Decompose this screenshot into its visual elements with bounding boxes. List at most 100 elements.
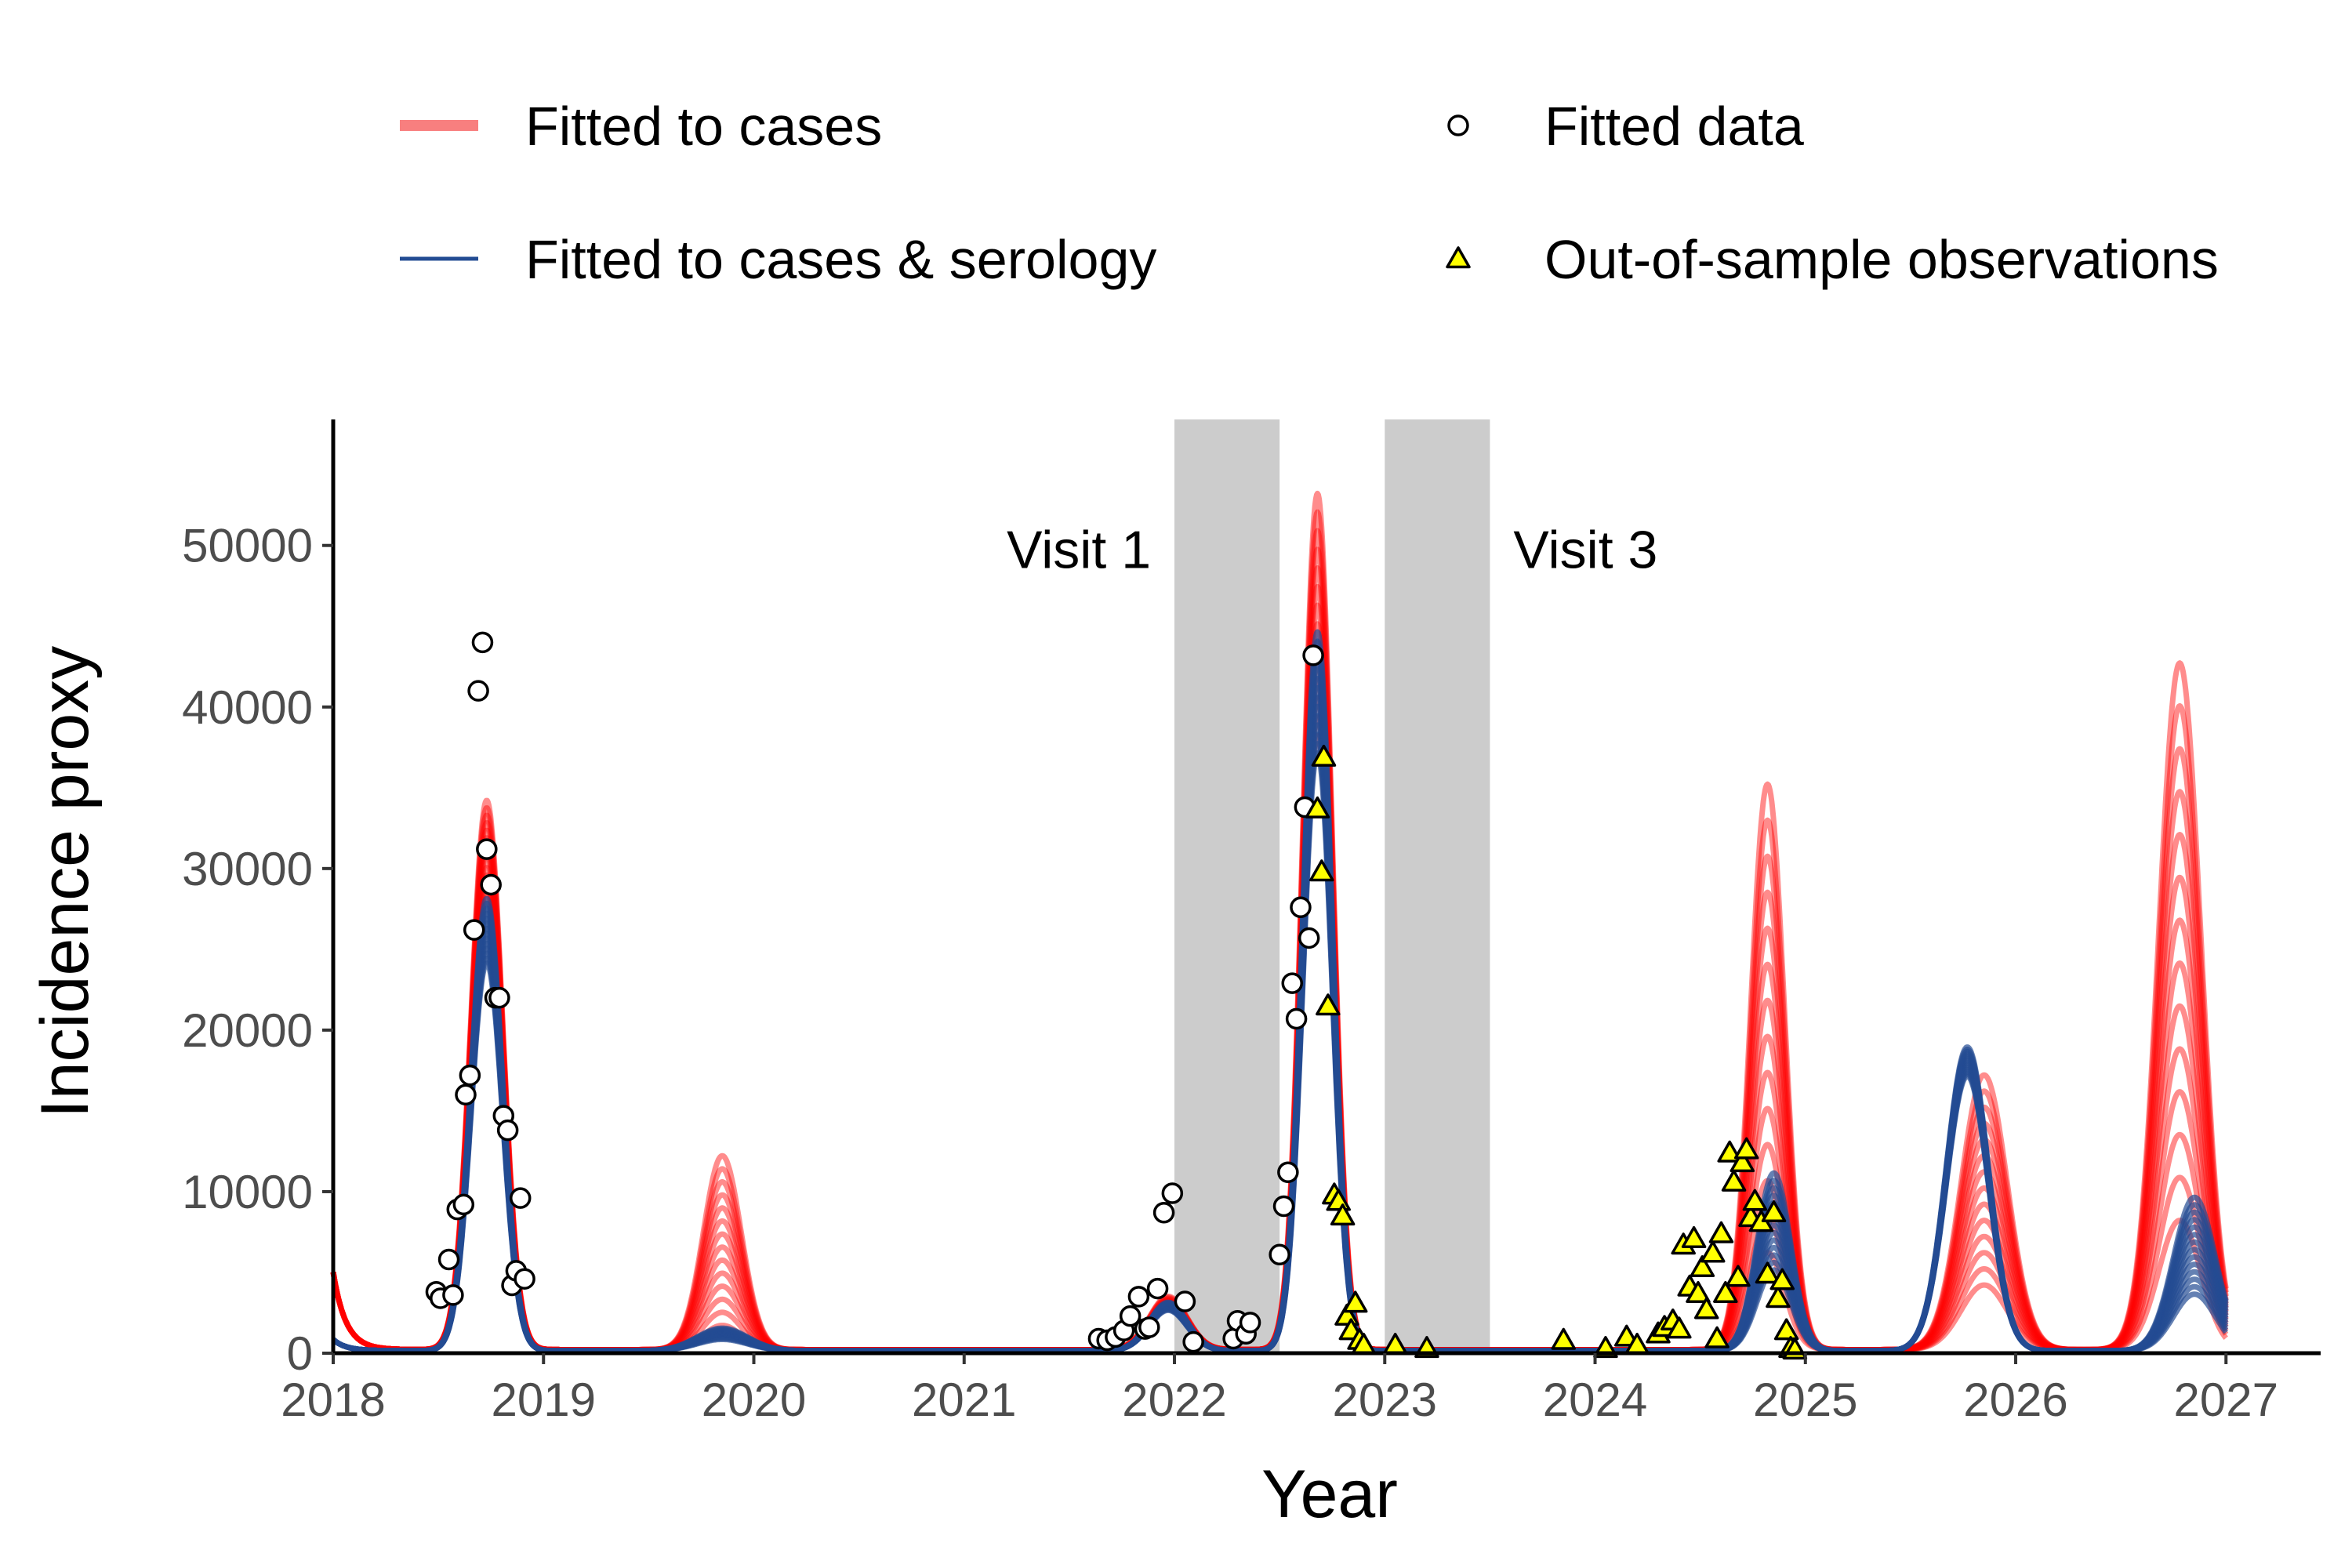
x-tick-label-2026: 2026 <box>1963 1374 2067 1426</box>
fitted-data-point-15 <box>488 986 510 1009</box>
legend-item-4: Out-of-sample observations <box>1446 229 2219 290</box>
out-of-sample-point-10 <box>1342 1290 1368 1313</box>
x-tick-label-2021: 2021 <box>912 1374 1016 1426</box>
out-of-sample-point-32 <box>1713 1281 1738 1304</box>
legend-swatch-fitted-data <box>1447 114 1469 136</box>
axes: 2018 2019 2020 2021 2022 2023 2024 2025 2026 2027… <box>182 419 2321 1426</box>
x-tick-label-2020: 2020 <box>702 1374 806 1426</box>
visit-region-1 <box>1174 419 1280 1353</box>
fitted-data-point-17 <box>496 1119 519 1142</box>
out-of-sample-point-36 <box>1730 1150 1755 1173</box>
fitted-data-point-26 <box>1119 1305 1142 1327</box>
cases-fit-line-8 <box>330 602 2229 1352</box>
out-of-sample-point-28 <box>1693 1297 1719 1319</box>
out-of-sample-point-22 <box>1667 1316 1692 1339</box>
out-of-sample-point-2 <box>1309 859 1334 882</box>
fitted-data-point-29 <box>1138 1316 1160 1338</box>
legend-label-1: Fitted to cases <box>525 96 882 157</box>
visit-shading: Visit 1 Visit 3 <box>1007 419 1657 1353</box>
out-of-sample-point-30 <box>1704 1326 1730 1348</box>
cases-fit-line-7 <box>330 621 2229 1352</box>
out-of-sample-point-25 <box>1681 1225 1707 1248</box>
out-of-sample-point-31 <box>1708 1221 1734 1243</box>
x-axis-title: Year <box>1261 1457 1398 1532</box>
legend: Fitted to cases Fitted to cases & serolog… <box>400 96 2219 290</box>
fitted-data-point-13 <box>480 873 502 896</box>
fitted-data-point-27 <box>1127 1286 1150 1308</box>
y-tick-label-0: 0 <box>287 1327 313 1380</box>
out-of-sample-point-43 <box>1766 1286 1791 1308</box>
cases-fit-line-6 <box>330 640 2229 1352</box>
fitted-data-point-39 <box>1269 1243 1290 1266</box>
out-of-sample-point-4 <box>1316 993 1341 1016</box>
fitted-data-point-41 <box>1277 1161 1299 1183</box>
out-of-sample-point-1 <box>1305 796 1330 818</box>
serology-fit-line-14 <box>331 629 2229 1354</box>
fitted-data-point-34 <box>1182 1330 1204 1353</box>
legend-label-4: Out-of-sample observations <box>1544 229 2219 290</box>
fitted-data-point-46 <box>1298 927 1320 949</box>
x-tick-label-2019: 2019 <box>492 1374 596 1426</box>
out-of-sample-point-29 <box>1700 1240 1726 1263</box>
y-tick-label-40000: 40000 <box>182 681 313 734</box>
fitted-data-point-43 <box>1285 1007 1308 1030</box>
x-tick-label-2018: 2018 <box>281 1374 385 1426</box>
fitted-data-point-32 <box>1161 1182 1184 1204</box>
x-tick-label-2027: 2027 <box>2174 1374 2278 1426</box>
fitted-data-point-9 <box>463 919 485 941</box>
legend-item-2: Fitted to cases & serology <box>400 229 1156 290</box>
fitted-data-point-30 <box>1146 1277 1169 1300</box>
y-tick-label-20000: 20000 <box>182 1004 313 1057</box>
out-of-sample-point-15 <box>1551 1327 1577 1350</box>
fitted-data-point-31 <box>1152 1201 1175 1224</box>
fitted-data-point-47 <box>1302 644 1324 666</box>
out-of-sample-point-44 <box>1769 1268 1795 1290</box>
y-tick-label-30000: 30000 <box>182 843 313 895</box>
observation-points <box>425 631 1808 1360</box>
out-of-sample-point-45 <box>1773 1318 1799 1341</box>
fitted-data-point-38 <box>1239 1312 1261 1334</box>
y-tick-label-10000: 10000 <box>182 1166 313 1218</box>
visit-label-1: Visit 1 <box>1007 521 1151 580</box>
fitted-data-point-7 <box>455 1083 477 1106</box>
model-trajectories <box>330 490 2229 1354</box>
fitted-data-point-10 <box>467 680 489 702</box>
x-tick-label-2023: 2023 <box>1333 1374 1437 1426</box>
out-of-sample-point-41 <box>1755 1261 1780 1284</box>
fitted-data-point-12 <box>476 838 498 860</box>
visit-label-2: Visit 3 <box>1513 521 1657 580</box>
x-tick-label-2024: 2024 <box>1543 1374 1647 1426</box>
fitted-data-point-4 <box>442 1284 464 1306</box>
out-of-sample-point-27 <box>1690 1255 1715 1278</box>
x-tick-label-2022: 2022 <box>1122 1374 1226 1426</box>
serology-fit-ensemble <box>331 629 2229 1354</box>
y-tick-label-50000: 50000 <box>182 520 313 572</box>
out-of-sample-point-26 <box>1686 1281 1711 1304</box>
out-of-sample-point-35 <box>1726 1265 1751 1287</box>
out-of-sample-point-42 <box>1761 1200 1787 1222</box>
out-of-sample-point-7 <box>1330 1203 1356 1226</box>
y-axis-title: Incidence proxy <box>27 646 103 1118</box>
fitted-data-point-33 <box>1174 1290 1196 1312</box>
legend-swatch-out-of-sample <box>1446 246 1471 269</box>
x-tick-label-2025: 2025 <box>1753 1374 1857 1426</box>
out-of-sample-point-39 <box>1742 1189 1768 1211</box>
fitted-data-point-42 <box>1281 972 1303 994</box>
fitted-data-point-11 <box>471 631 494 654</box>
out-of-sample-point-34 <box>1721 1169 1747 1192</box>
out-of-sample-point-3 <box>1311 744 1337 767</box>
fitted-data-point-3 <box>437 1248 460 1271</box>
fitted-data-point-40 <box>1272 1195 1295 1218</box>
legend-label-3: Fitted data <box>1544 96 1804 157</box>
legend-label-2: Fitted to cases & serology <box>525 229 1156 290</box>
legend-item-1: Fitted to cases <box>400 96 882 157</box>
legend-item-3: Fitted data <box>1447 96 1804 157</box>
fitted-data-point-8 <box>459 1064 481 1087</box>
fitted-data-point-6 <box>452 1193 475 1216</box>
fitted-data-point-21 <box>514 1268 535 1290</box>
fitted-data-point-20 <box>509 1187 532 1209</box>
fitted-data-point-44 <box>1290 896 1312 919</box>
visit-region-2 <box>1385 419 1490 1353</box>
out-of-sample-point-37 <box>1733 1137 1759 1160</box>
